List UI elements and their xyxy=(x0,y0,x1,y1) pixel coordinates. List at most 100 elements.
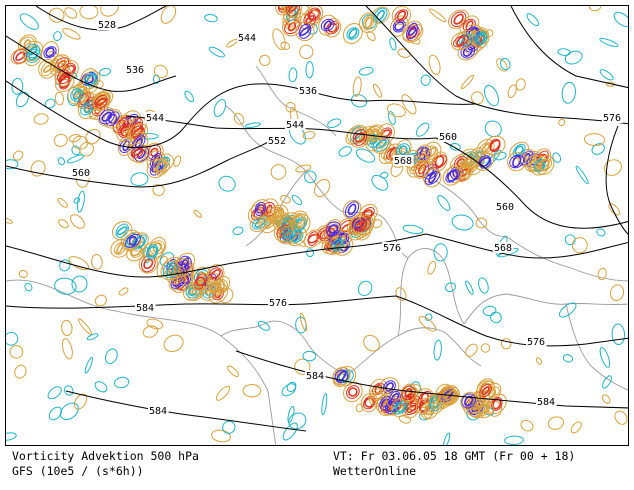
contour-label-bg xyxy=(305,370,326,381)
coastline-segment xyxy=(435,180,507,237)
advection-contour xyxy=(174,276,189,291)
advection-contour xyxy=(432,390,453,410)
advection-contour xyxy=(398,145,408,156)
advection-contour xyxy=(141,242,163,262)
advection-contour xyxy=(313,178,331,198)
advection-contour xyxy=(421,141,442,164)
advection-contour xyxy=(372,391,384,402)
advection-contour xyxy=(445,282,456,293)
advection-contour xyxy=(465,280,474,295)
advection-contour xyxy=(406,22,418,40)
contour-label-bg xyxy=(237,32,258,43)
coastline-layer xyxy=(6,65,628,445)
advection-contour xyxy=(100,6,119,17)
advection-contour xyxy=(193,209,203,218)
geopotential-contour xyxy=(365,6,628,125)
advection-contour xyxy=(402,20,423,42)
advection-contour xyxy=(509,141,529,160)
advection-contour xyxy=(485,149,502,167)
advection-contour xyxy=(61,319,73,336)
valid-time: VT: Fr 03.06.05 18 GMT (Fr 00 + 18) xyxy=(333,449,576,463)
advection-contour xyxy=(74,83,88,98)
advection-contour xyxy=(208,46,225,58)
advection-contour xyxy=(492,398,502,410)
advection-contour xyxy=(370,388,386,405)
coastline-segment xyxy=(463,293,628,325)
contour-label: 584 xyxy=(306,371,324,382)
advection-contour xyxy=(47,386,62,400)
advection-contour xyxy=(92,91,111,111)
advection-contour xyxy=(561,81,576,104)
advection-contour xyxy=(328,224,339,234)
advection-contour xyxy=(286,6,295,11)
map-title: Vorticity Advektion 500 hPa xyxy=(12,449,199,463)
advection-contour xyxy=(304,170,317,184)
advection-contour xyxy=(589,6,601,12)
advection-contour xyxy=(443,432,451,445)
advection-contour xyxy=(211,276,231,296)
advection-contour xyxy=(475,217,488,229)
advection-contour xyxy=(24,282,33,292)
advection-contour xyxy=(129,131,149,155)
advection-contour xyxy=(387,103,406,118)
advection-contour xyxy=(325,21,340,35)
advection-contour xyxy=(426,147,437,158)
contour-label-bg xyxy=(438,131,459,142)
advection-contour xyxy=(484,120,502,138)
advection-contour xyxy=(303,229,323,248)
advection-contour xyxy=(130,172,149,187)
advection-contour xyxy=(478,155,492,169)
advection-contour xyxy=(514,145,524,156)
advection-contour xyxy=(331,238,345,252)
geopotential-contour xyxy=(6,233,427,278)
advection-contour xyxy=(327,118,342,128)
advection-contour xyxy=(45,47,55,58)
advection-contour xyxy=(428,172,437,184)
advection-contour xyxy=(447,169,459,182)
coastline-segment xyxy=(397,248,465,337)
advection-contour xyxy=(352,128,368,146)
advection-contour xyxy=(443,388,458,403)
contour-label: 584 xyxy=(149,406,167,417)
advection-contour xyxy=(44,98,56,109)
advection-contour xyxy=(125,233,141,248)
advection-contour xyxy=(321,393,328,416)
advection-contour xyxy=(153,157,171,176)
advection-contour xyxy=(509,154,525,169)
advection-contour xyxy=(71,145,81,156)
advection-contour xyxy=(507,151,527,172)
advection-contour xyxy=(613,11,628,28)
advection-contour xyxy=(363,334,380,352)
advection-contour xyxy=(547,416,564,430)
advection-contour xyxy=(54,66,73,87)
contour-label-bg xyxy=(267,135,288,146)
advection-contour xyxy=(429,8,447,23)
advection-contour xyxy=(433,339,442,361)
advection-contour xyxy=(306,248,315,258)
advection-contour xyxy=(373,7,388,23)
advection-contour xyxy=(424,313,433,321)
advection-contour xyxy=(6,432,17,441)
advection-contour xyxy=(204,13,218,23)
advection-contour xyxy=(526,13,540,27)
advection-contour xyxy=(433,243,448,262)
advection-contour xyxy=(280,195,291,204)
advection-contour xyxy=(396,143,411,158)
advection-contour xyxy=(305,14,315,25)
advection-contour xyxy=(57,157,66,166)
advection-contour xyxy=(64,385,74,396)
advection-contour xyxy=(460,44,476,59)
advection-contour xyxy=(420,401,439,420)
advection-contour xyxy=(500,57,511,71)
advection-contour xyxy=(537,158,553,172)
advection-contour xyxy=(211,429,231,443)
advection-contour xyxy=(303,12,317,27)
advection-contour xyxy=(114,376,130,389)
advection-contour xyxy=(271,210,280,222)
advection-contour xyxy=(67,85,87,105)
advection-contour xyxy=(442,390,453,401)
advection-contour xyxy=(270,164,287,180)
advection-contour xyxy=(442,166,463,186)
contour-label: 560 xyxy=(439,132,457,143)
